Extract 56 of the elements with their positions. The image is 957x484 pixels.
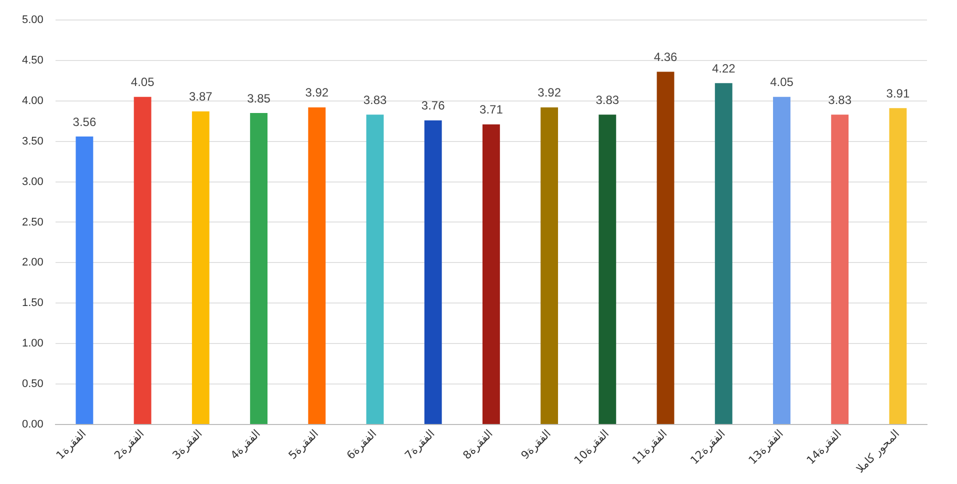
bar bbox=[831, 114, 849, 424]
bar bbox=[250, 113, 268, 424]
y-tick-label: 1.00 bbox=[22, 338, 44, 350]
data-label: 3.87 bbox=[188, 90, 213, 104]
bar bbox=[656, 72, 674, 424]
x-tick-label: الفقرة3 bbox=[170, 427, 205, 462]
bar bbox=[192, 111, 210, 424]
data-label: 3.83 bbox=[363, 92, 387, 107]
x-tick-label: الفقرة6 bbox=[344, 427, 380, 462]
data-label: 4.22 bbox=[712, 61, 736, 76]
bar bbox=[889, 108, 907, 424]
x-tick-label: الفقرة7 bbox=[402, 427, 438, 462]
data-label: 3.56 bbox=[72, 114, 96, 129]
data-label: 3.85 bbox=[247, 91, 271, 106]
y-tick-label: 4.50 bbox=[22, 54, 44, 66]
bar bbox=[714, 83, 732, 424]
data-label: 3.76 bbox=[421, 98, 446, 113]
bar bbox=[482, 124, 500, 424]
data-label: 4.05 bbox=[770, 75, 794, 90]
y-tick-label: 3.00 bbox=[22, 176, 44, 188]
x-tick-label: الفقرة12 bbox=[688, 427, 728, 467]
y-tick-label: 2.00 bbox=[22, 256, 44, 269]
x-tick-label: الفقرة5 bbox=[286, 427, 322, 462]
data-label: 3.83 bbox=[596, 92, 620, 107]
y-tick-label: 5.00 bbox=[22, 14, 44, 26]
y-tick-label: 0.00 bbox=[22, 418, 44, 431]
y-tick-label: 1.50 bbox=[22, 297, 44, 310]
data-label: 3.91 bbox=[886, 86, 910, 100]
x-tick-label: الفقرة9 bbox=[518, 427, 554, 462]
data-label: 4.36 bbox=[654, 50, 678, 64]
x-tick-label: المحور كاملا bbox=[854, 427, 902, 476]
x-tick-label: الفقرة1 bbox=[54, 427, 89, 462]
bar bbox=[598, 114, 616, 424]
y-tick-label: 4.00 bbox=[22, 94, 44, 107]
y-tick-label: 3.50 bbox=[22, 135, 44, 148]
bar bbox=[134, 96, 152, 424]
x-tick-label: الفقرة13 bbox=[746, 427, 786, 467]
data-label: 3.83 bbox=[828, 92, 852, 107]
data-label: 4.05 bbox=[130, 75, 155, 90]
bar bbox=[76, 136, 94, 424]
y-tick-label: 2.50 bbox=[22, 216, 44, 228]
bar bbox=[773, 96, 790, 424]
bar bbox=[308, 107, 326, 424]
x-tick-label: الفقرة14 bbox=[804, 427, 844, 467]
x-tick-label: الفقرة8 bbox=[460, 427, 496, 462]
y-tick-label: 0.50 bbox=[22, 378, 44, 390]
bar bbox=[366, 114, 384, 424]
x-tick-label: الفقرة10 bbox=[572, 427, 612, 467]
bar bbox=[424, 120, 442, 424]
bar bbox=[540, 107, 558, 424]
x-tick-label: الفقرة2 bbox=[112, 427, 147, 462]
data-label: 3.92 bbox=[538, 86, 562, 100]
data-label: 3.71 bbox=[480, 102, 504, 117]
data-label: 3.92 bbox=[305, 86, 329, 100]
x-tick-label: الفقرة11 bbox=[630, 427, 670, 467]
x-tick-label: الفقرة4 bbox=[228, 427, 263, 462]
